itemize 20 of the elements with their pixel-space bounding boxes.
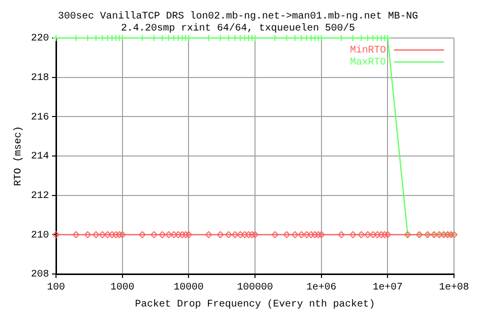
y-tick-label: 208 [30, 270, 50, 281]
x-tick-label: 1e+07 [372, 282, 403, 294]
y-tick-label: 220 [30, 34, 50, 45]
x-tick-label: 100000 [236, 282, 274, 294]
x-tick-label: 1000 [110, 282, 134, 294]
y-tick-label: 216 [30, 112, 50, 124]
legend-label: MaxRTO [350, 58, 386, 69]
x-tick-label: 1e+08 [438, 282, 470, 294]
y-tick-label: 210 [30, 230, 50, 242]
x-axis-title: Packet Drop Frequency (Every nth packet) [134, 298, 376, 311]
y-tick-label: 214 [30, 152, 50, 163]
y-tick-label: 212 [30, 190, 50, 202]
x-tick-label: 100 [46, 282, 66, 294]
x-tick-label: 1e+06 [306, 282, 336, 294]
legend-label: MinRTO [350, 44, 386, 57]
x-tick-label: 10000 [174, 282, 204, 294]
y-axis-title: RTO (msec) [12, 126, 25, 186]
y-tick-label: 218 [30, 72, 50, 84]
chart-title: 300sec VanillaTCP DRS lon02.mb-ng.net->man01.mb-ng.net MB-NG [58, 10, 418, 23]
chart-subtitle: 2.4.20smp rxint 64/64, txqueuelen 500/5 [120, 22, 356, 35]
